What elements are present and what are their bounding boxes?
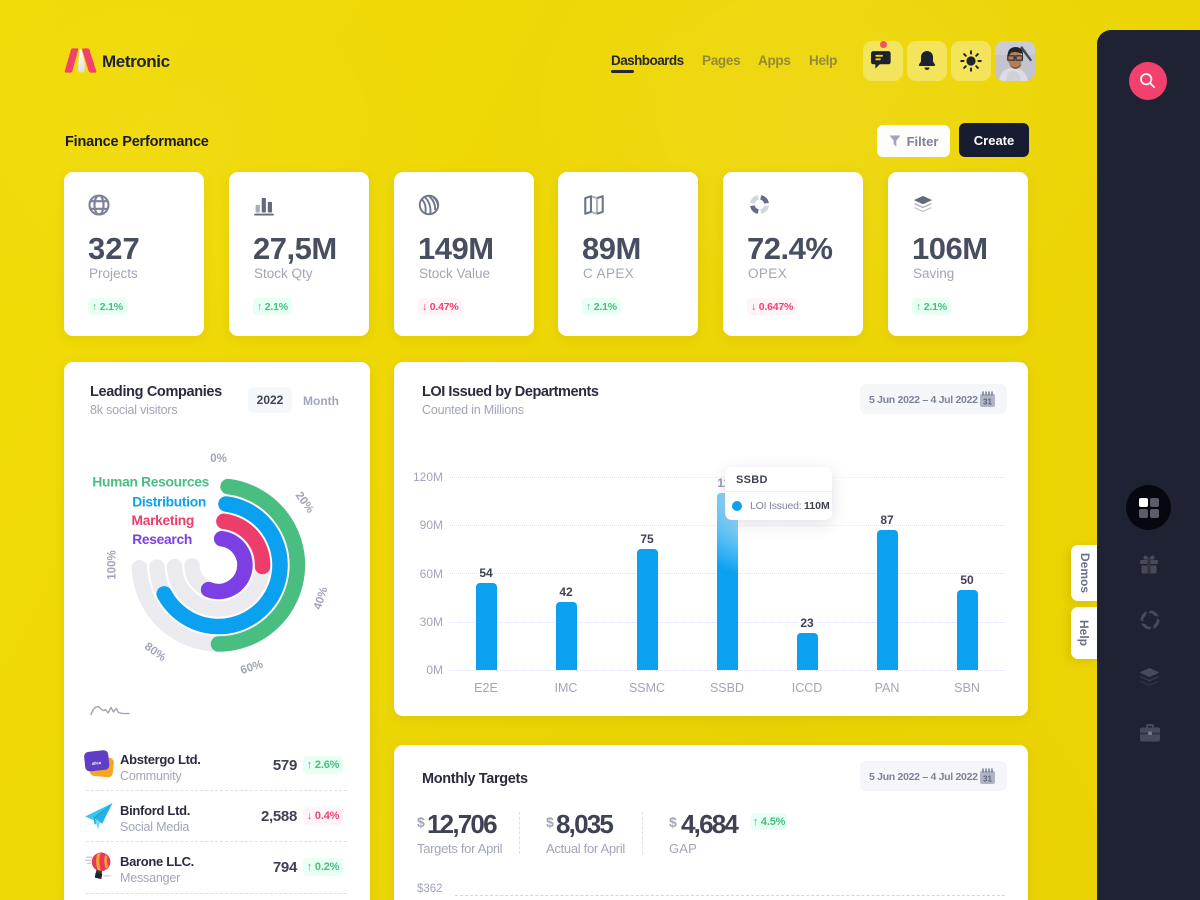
svg-text:31: 31 bbox=[983, 775, 992, 784]
svg-text:Marketing: Marketing bbox=[132, 513, 194, 528]
svg-text:20%: 20% bbox=[293, 490, 316, 516]
svg-text:31: 31 bbox=[983, 398, 992, 407]
svg-text:Research: Research bbox=[132, 532, 192, 547]
svg-text:60%: 60% bbox=[239, 658, 265, 677]
svg-text:Human Resources: Human Resources bbox=[92, 475, 209, 490]
svg-text:0%: 0% bbox=[210, 453, 227, 465]
svg-text:atica: atica bbox=[91, 760, 102, 766]
svg-text:100%: 100% bbox=[107, 550, 119, 579]
svg-text:Distribution: Distribution bbox=[132, 495, 206, 510]
svg-text:80%: 80% bbox=[142, 641, 168, 664]
svg-text:40%: 40% bbox=[312, 586, 331, 612]
